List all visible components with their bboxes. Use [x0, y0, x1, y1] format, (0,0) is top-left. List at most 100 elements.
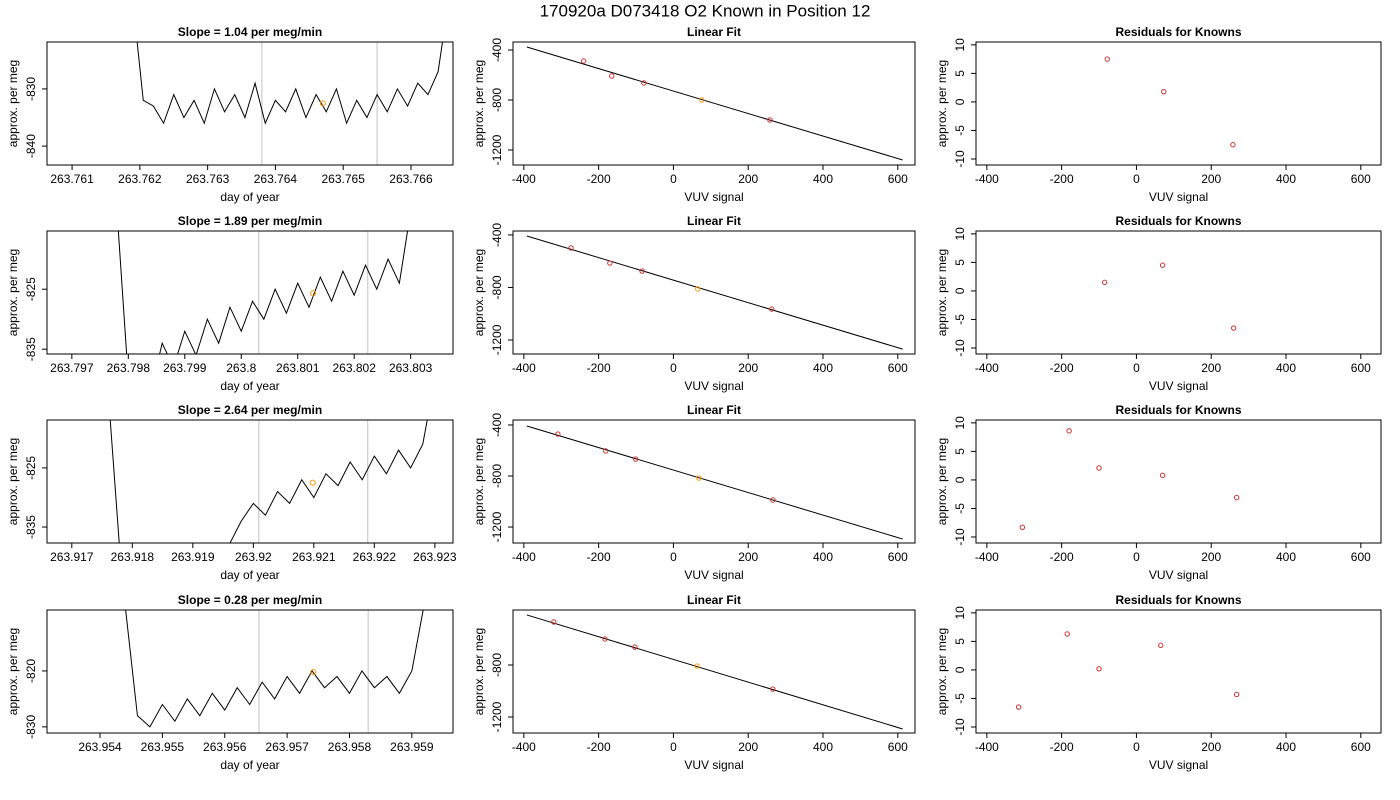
x-tick-label: 263.918: [111, 550, 155, 564]
point: [695, 286, 701, 292]
point: [641, 80, 647, 86]
x-tick-label: 263.956: [203, 740, 247, 754]
y-axis-label: approx. per meg: [935, 628, 949, 715]
plot-frame: [512, 419, 916, 544]
point: [1019, 524, 1026, 531]
x-tick-label: -400: [512, 361, 536, 375]
y-axis-label: approx. per meg: [472, 438, 486, 525]
plot-frame: [975, 230, 1382, 355]
point: [1066, 428, 1072, 434]
x-tick-label: 263.957: [265, 740, 309, 754]
y-tick-label: -10: [953, 718, 967, 736]
x-tick-label: 400: [1276, 361, 1296, 375]
x-tick-label: 263.764: [254, 172, 298, 186]
point: [555, 431, 561, 437]
y-axis-label: approx. per meg: [472, 249, 486, 336]
plot-frame: [512, 41, 916, 166]
y-tick-label: 0: [953, 666, 967, 673]
y-tick-label: 5: [953, 448, 967, 455]
point: [1015, 704, 1022, 710]
panel-title: Residuals for Knowns: [1115, 25, 1241, 39]
y-tick-label: -400: [490, 413, 504, 437]
x-tick-label: 400: [1276, 740, 1296, 754]
x-tick-label: 263.766: [389, 172, 433, 186]
x-tick-label: -400: [512, 172, 536, 186]
x-tick-label: -200: [1050, 172, 1074, 186]
x-tick-label: 0: [1133, 172, 1140, 186]
x-tick-label: 600: [1351, 550, 1371, 564]
plot-frame: [46, 41, 454, 166]
point: [1159, 472, 1166, 479]
fit-line: [526, 46, 903, 161]
y-tick-label: -10: [953, 150, 967, 168]
y-tick-label: -835: [24, 515, 38, 539]
x-tick-label: 263.797: [50, 361, 94, 375]
x-tick-label: 263.921: [292, 550, 336, 564]
x-tick-label: 400: [1276, 172, 1296, 186]
plot-frame: [46, 230, 454, 355]
y-tick-label: -5: [953, 503, 967, 514]
y-tick-label: -1200: [490, 701, 504, 732]
x-tick-label: 263.798: [107, 361, 151, 375]
x-axis-label: VUV signal: [684, 568, 743, 582]
x-axis-label: VUV signal: [1149, 190, 1208, 204]
y-tick-label: 5: [953, 638, 967, 645]
x-tick-label: -400: [975, 740, 999, 754]
point: [694, 663, 700, 669]
fit-line: [526, 614, 903, 730]
point: [769, 306, 775, 312]
y-tick-label: -835: [24, 337, 38, 361]
x-tick-label: 200: [1201, 172, 1221, 186]
plot-frame: [512, 230, 916, 355]
y-tick-label: -800: [490, 464, 504, 488]
x-tick-label: 263.803: [389, 361, 433, 375]
highlight-point: [310, 669, 317, 676]
y-tick-label: 5: [953, 259, 967, 266]
y-axis-label: approx. per meg: [6, 249, 20, 336]
x-tick-label: 263.801: [276, 361, 320, 375]
x-tick-label: -400: [975, 361, 999, 375]
y-tick-label: 10: [953, 606, 967, 620]
point: [1161, 88, 1167, 95]
panel: [1015, 631, 1240, 710]
x-tick-label: 400: [813, 361, 833, 375]
panel: [109, 420, 428, 543]
panel: [526, 46, 903, 161]
y-tick-label: -5: [953, 125, 967, 136]
y-tick-label: -800: [490, 275, 504, 299]
x-tick-label: 263.8: [226, 361, 256, 375]
y-tick-label: -10: [953, 528, 967, 546]
x-tick-label: -400: [975, 172, 999, 186]
x-tick-label: -400: [512, 740, 536, 754]
panel-title: Residuals for Knowns: [1115, 214, 1241, 228]
plot-frame: [975, 419, 1382, 544]
point: [632, 644, 638, 650]
plot-frame: [46, 609, 454, 734]
point: [696, 475, 702, 481]
x-tick-label: -200: [1050, 550, 1074, 564]
x-tick-label: -400: [975, 550, 999, 564]
y-tick-label: 5: [953, 70, 967, 77]
x-axis-label: day of year: [220, 379, 279, 393]
y-tick-label: 10: [953, 227, 967, 241]
x-tick-label: 263.799: [163, 361, 207, 375]
x-tick-label: 200: [738, 550, 758, 564]
x-tick-label: 600: [1351, 172, 1371, 186]
x-tick-label: 600: [1351, 361, 1371, 375]
y-tick-label: -820: [24, 659, 38, 683]
y-tick-label: 10: [953, 38, 967, 52]
y-tick-label: -1200: [490, 134, 504, 165]
y-axis-label: approx. per meg: [935, 438, 949, 525]
y-tick-label: -400: [490, 38, 504, 62]
y-tick-label: -400: [490, 223, 504, 247]
point: [602, 636, 608, 642]
point: [1096, 666, 1102, 672]
x-tick-label: 263.761: [50, 172, 94, 186]
panel-title: Slope = 1.89 per meg/min: [178, 214, 322, 228]
point: [1159, 262, 1166, 268]
series-line: [125, 610, 424, 728]
x-tick-label: 0: [1133, 550, 1140, 564]
x-tick-label: 263.923: [413, 550, 457, 564]
x-tick-label: 200: [1201, 550, 1221, 564]
